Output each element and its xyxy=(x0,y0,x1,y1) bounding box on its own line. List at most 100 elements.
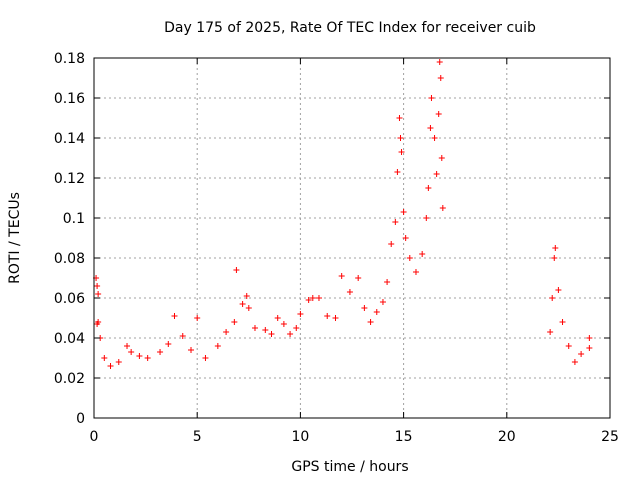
data-point xyxy=(423,215,430,221)
data-point xyxy=(128,349,135,355)
data-point xyxy=(433,171,440,177)
chart-title: Day 175 of 2025, Rate Of TEC Index for r… xyxy=(164,20,536,36)
data-point xyxy=(107,363,114,369)
data-point xyxy=(268,331,275,337)
y-tick-label: 0.16 xyxy=(54,91,85,107)
data-point xyxy=(436,59,443,65)
data-point xyxy=(202,355,209,361)
data-point xyxy=(396,115,403,121)
data-point xyxy=(431,135,438,141)
x-tick-label: 0 xyxy=(90,429,99,445)
data-point xyxy=(115,359,122,365)
data-point xyxy=(437,75,444,81)
data-point xyxy=(136,353,143,359)
data-point xyxy=(171,313,178,319)
data-point xyxy=(586,335,593,341)
data-point xyxy=(394,169,401,175)
data-point xyxy=(245,305,252,311)
data-point xyxy=(551,255,558,261)
data-point xyxy=(384,279,391,285)
data-point xyxy=(214,343,221,349)
data-point xyxy=(547,329,554,335)
data-point xyxy=(94,283,101,289)
y-axis-label: ROTI / TECUs xyxy=(7,192,23,284)
data-point xyxy=(406,255,413,261)
data-point xyxy=(439,205,446,211)
data-point xyxy=(332,315,339,321)
data-point xyxy=(549,295,556,301)
y-tick-label: 0.04 xyxy=(54,331,85,347)
data-point xyxy=(223,329,230,335)
data-point xyxy=(412,269,419,275)
y-tick-label: 0.06 xyxy=(54,291,85,307)
data-point xyxy=(438,155,445,161)
data-point xyxy=(239,301,246,307)
data-point xyxy=(188,347,195,353)
data-point xyxy=(428,95,435,101)
data-point xyxy=(309,295,316,301)
data-point xyxy=(338,273,345,279)
data-point xyxy=(555,287,562,293)
data-point xyxy=(355,275,362,281)
data-point xyxy=(305,297,312,303)
data-point xyxy=(367,319,374,325)
grid-lines xyxy=(94,58,610,418)
x-tick-label: 15 xyxy=(395,429,413,445)
data-point xyxy=(315,295,322,301)
data-point xyxy=(559,319,566,325)
plot-frame xyxy=(93,57,611,419)
data-point xyxy=(262,327,269,333)
data-point xyxy=(297,311,304,317)
data-point xyxy=(571,359,578,365)
data-point xyxy=(324,313,331,319)
data-point xyxy=(578,351,585,357)
y-tick-label: 0.12 xyxy=(54,171,85,187)
data-point xyxy=(552,245,559,251)
data-point xyxy=(233,267,240,273)
data-point xyxy=(157,349,164,355)
data-point xyxy=(425,185,432,191)
data-point xyxy=(427,125,434,131)
data-point xyxy=(379,299,386,305)
data-point xyxy=(402,235,409,241)
data-point xyxy=(392,219,399,225)
data-point xyxy=(388,241,395,247)
data-point xyxy=(179,333,186,339)
data-point xyxy=(101,355,108,361)
data-point xyxy=(165,341,172,347)
y-tick-label: 0.14 xyxy=(54,131,85,147)
x-tick-label: 25 xyxy=(601,429,619,445)
x-tick-label: 10 xyxy=(291,429,309,445)
data-point xyxy=(293,325,300,331)
y-tick-label: 0.02 xyxy=(54,371,85,387)
data-point xyxy=(398,149,405,155)
data-point xyxy=(565,343,572,349)
data-point xyxy=(397,135,404,141)
data-point xyxy=(194,315,201,321)
data-point xyxy=(373,309,380,315)
data-point xyxy=(280,321,287,327)
data-point xyxy=(435,111,442,117)
data-point xyxy=(400,209,407,215)
data-point xyxy=(95,291,102,297)
data-point xyxy=(346,289,353,295)
y-tick-label: 0.1 xyxy=(63,211,85,227)
data-point xyxy=(274,315,281,321)
y-tick-label: 0.08 xyxy=(54,251,85,267)
data-point xyxy=(419,251,426,257)
data-point xyxy=(287,331,294,337)
x-axis-label: GPS time / hours xyxy=(291,459,408,475)
x-tick-label: 5 xyxy=(193,429,202,445)
y-tick-label: 0 xyxy=(76,411,85,427)
data-point xyxy=(144,355,151,361)
axis-ticks: 0 0.02 0.04 0.06 0.08 0.1 0.12 0.14 0.16 0.18 0 5 10… xyxy=(54,51,619,445)
x-tick-label: 20 xyxy=(498,429,516,445)
data-point xyxy=(251,325,258,331)
data-point xyxy=(231,319,238,325)
data-point xyxy=(94,321,101,327)
y-tick-label: 0.18 xyxy=(54,51,85,67)
data-points xyxy=(93,59,593,369)
data-point xyxy=(361,305,368,311)
data-point xyxy=(124,343,131,349)
